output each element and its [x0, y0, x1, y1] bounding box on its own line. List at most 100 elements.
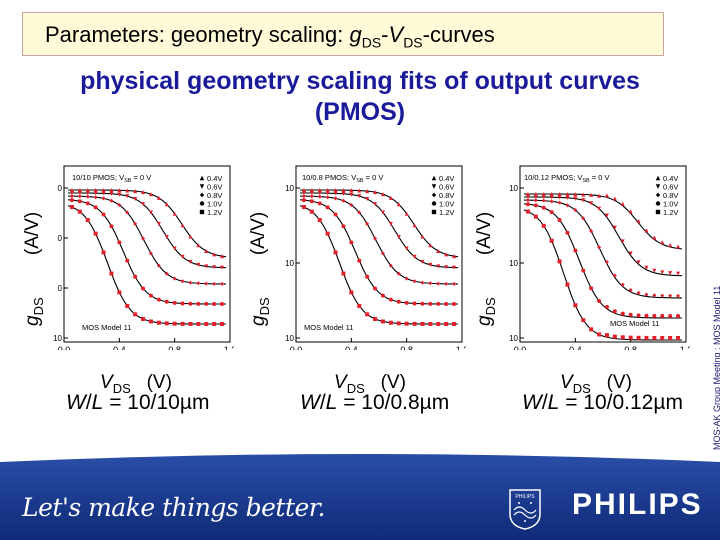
data-point	[141, 202, 146, 207]
data-point	[85, 188, 90, 193]
data-point	[180, 279, 185, 284]
data-point	[636, 335, 641, 340]
data-point	[101, 250, 106, 255]
data-point	[164, 271, 169, 276]
y-label-sub: DS	[482, 297, 498, 316]
data-point	[380, 293, 385, 298]
data-point	[357, 194, 362, 199]
data-point	[349, 240, 354, 245]
data-point	[172, 211, 177, 216]
data-point	[380, 251, 385, 256]
data-point	[404, 246, 409, 251]
data-point	[549, 195, 554, 200]
data-point	[660, 313, 665, 318]
data-point	[452, 254, 457, 259]
data-point	[69, 205, 74, 210]
data-point	[101, 196, 106, 201]
data-point	[204, 301, 209, 306]
data-point	[109, 198, 114, 203]
model-curve	[67, 205, 226, 325]
data-point	[212, 265, 217, 270]
y-tick-label: 10	[285, 259, 294, 268]
data-point	[141, 316, 146, 321]
model-curve	[523, 209, 682, 341]
data-point	[604, 333, 609, 338]
data-point	[533, 214, 538, 219]
y-tick-label: 0	[58, 234, 63, 243]
subtitle: physical geometry scaling fits of output…	[20, 66, 700, 128]
legend-label: 0.4V	[663, 174, 678, 183]
data-point	[589, 327, 594, 332]
x-tick-label: 0.8	[168, 345, 181, 350]
y-label-unit: (A/V)	[474, 211, 495, 256]
data-point	[220, 281, 225, 286]
data-point	[148, 210, 153, 215]
data-point	[628, 312, 633, 317]
data-point	[597, 332, 602, 337]
data-point	[420, 321, 425, 326]
data-point	[549, 199, 554, 204]
data-point	[404, 276, 409, 281]
data-point	[620, 282, 625, 287]
data-point	[573, 192, 578, 197]
data-point	[597, 298, 602, 303]
data-point	[581, 268, 586, 273]
model-curve	[524, 193, 683, 250]
x-tick-label: 1.2	[456, 345, 466, 350]
data-point	[196, 321, 201, 326]
title-g: g	[349, 22, 362, 47]
legend-label: 0.6V	[663, 183, 678, 192]
data-point	[220, 321, 225, 326]
data-point	[655, 184, 661, 189]
data-point	[309, 194, 314, 199]
data-point	[655, 175, 661, 181]
data-point	[541, 205, 546, 210]
data-point	[117, 192, 122, 197]
data-point	[644, 335, 649, 340]
data-point	[77, 199, 82, 204]
data-point	[541, 195, 546, 200]
data-point	[652, 313, 657, 318]
model-curve	[299, 195, 458, 285]
data-point	[565, 230, 570, 235]
data-point	[148, 251, 153, 256]
subtitle-line-1: physical geometry scaling fits of output…	[80, 67, 640, 95]
title-prefix: Parameters: geometry scaling:	[45, 22, 350, 47]
data-point	[357, 303, 362, 308]
slide-title: Parameters: geometry scaling: gDS-VDS-cu…	[45, 22, 495, 50]
wl-caption-2: W/L = 10/0.8µm	[300, 391, 450, 414]
x-tick-label: 0.4	[113, 345, 126, 350]
data-point	[628, 335, 633, 340]
data-point	[380, 210, 385, 215]
data-point	[196, 281, 201, 286]
data-point	[85, 194, 90, 199]
x-tick-label: 0.4	[569, 345, 582, 350]
data-point	[301, 194, 306, 199]
data-point	[655, 201, 661, 206]
y-tick-label: 10	[53, 334, 62, 343]
data-point	[365, 274, 370, 279]
data-point	[180, 321, 185, 326]
data-point	[533, 192, 538, 197]
data-point	[412, 301, 417, 306]
data-point	[644, 292, 649, 297]
data-point	[196, 243, 201, 248]
y-label-g: g	[474, 315, 495, 326]
plot-frame	[519, 165, 687, 343]
data-point	[156, 222, 161, 227]
data-point	[69, 191, 74, 196]
data-point	[644, 265, 649, 270]
data-point	[652, 293, 657, 298]
y-tick-label: 10	[285, 334, 294, 343]
data-point	[341, 188, 346, 193]
data-point	[404, 300, 409, 305]
data-point	[589, 286, 594, 291]
data-point	[396, 299, 401, 304]
y-label-sub: DS	[256, 297, 272, 316]
data-point	[604, 213, 609, 218]
data-point	[431, 175, 437, 181]
data-point	[420, 260, 425, 265]
plot-3-svg: 10/0.12 PMOS; VSB = 0 V MOS Model 11 0.0…	[509, 165, 690, 350]
data-point	[581, 192, 586, 197]
data-point	[589, 229, 594, 234]
